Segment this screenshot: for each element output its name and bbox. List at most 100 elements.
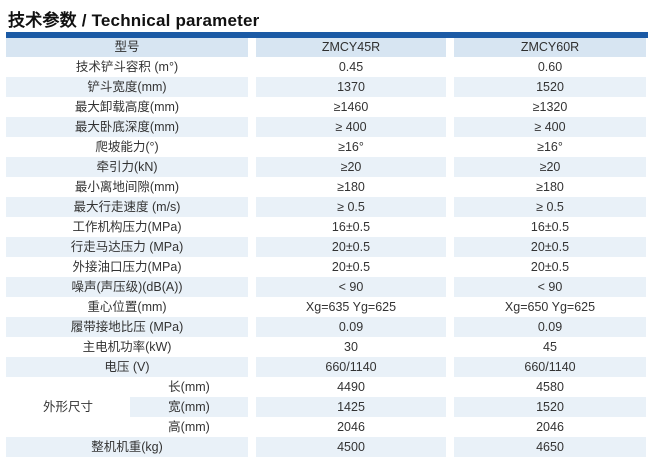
row-value-zmcy45r: 20±0.5 <box>331 260 371 274</box>
row-value-zmcy45r: < 90 <box>256 277 446 297</box>
row-value-zmcy60r: ≥ 400 <box>454 117 646 137</box>
table-row-total-weight: 整机机重(kg) 4500 4650 <box>6 437 648 457</box>
table-row: 行走马达压力 (MPa) 20±0.5 20±0.5 <box>6 237 648 257</box>
column-gap <box>446 177 454 197</box>
column-gap <box>248 337 256 357</box>
column-gap <box>446 157 454 177</box>
row-value-zmcy60r: 0.09 <box>454 317 646 337</box>
row-value-zmcy45r: ≥180 <box>337 180 365 194</box>
column-gap <box>248 77 256 97</box>
row-label: 电压 (V) <box>6 357 248 377</box>
column-gap <box>446 97 454 117</box>
column-gap <box>248 197 256 217</box>
column-gap <box>248 417 256 437</box>
dimensions-group-label: 外形尺寸 <box>6 377 130 437</box>
table-row: 牵引力(kN) ≥20 ≥20 <box>6 157 648 177</box>
row-value-zmcy45r: 20±0.5 <box>256 237 446 257</box>
row-label: 噪声(声压级)(dB(A)) <box>6 277 248 297</box>
row-label: 工作机构压力(MPa) <box>72 220 182 234</box>
column-gap <box>248 117 256 137</box>
dimensions-group: 外形尺寸 长(mm) 4490 4580 宽(mm) 1425 1520 高(m… <box>6 377 648 437</box>
row-value-zmcy45r: 660/1140 <box>256 357 446 377</box>
technical-parameter-table: 型号 ZMCY45R ZMCY60R 技术铲斗容积 (m°) 0.45 0.60… <box>6 32 648 457</box>
column-gap <box>446 337 454 357</box>
table-row: 技术铲斗容积 (m°) 0.45 0.60 <box>6 57 648 77</box>
row-value-zmcy45r: ≥16° <box>338 140 364 154</box>
row-label: 铲斗宽度(mm) <box>6 77 248 97</box>
column-gap <box>446 197 454 217</box>
row-value-zmcy60r: 4650 <box>454 437 646 457</box>
column-gap <box>248 97 256 117</box>
table-row: 爬坡能力(°) ≥16° ≥16° <box>6 137 648 157</box>
column-gap <box>248 257 256 277</box>
column-gap <box>446 437 454 457</box>
header-model-zmcy45r: ZMCY45R <box>256 38 446 57</box>
row-label: 牵引力(kN) <box>6 157 248 177</box>
column-gap <box>446 77 454 97</box>
row-value-zmcy60r: 16±0.5 <box>530 220 570 234</box>
column-gap <box>248 437 256 457</box>
column-gap <box>248 277 256 297</box>
column-gap <box>446 417 454 437</box>
row-value-zmcy60r: 20±0.5 <box>454 237 646 257</box>
row-value-zmcy45r: ≥1460 <box>333 100 369 114</box>
header-model-zmcy60r: ZMCY60R <box>454 38 646 57</box>
row-value-zmcy45r: Xg=635 Yg=625 <box>305 300 397 314</box>
column-gap <box>248 317 256 337</box>
row-value-zmcy60r: 1520 <box>454 77 646 97</box>
row-label: 重心位置(mm) <box>87 300 167 314</box>
column-gap <box>446 297 454 317</box>
row-value-zmcy45r: 0.45 <box>338 60 364 74</box>
table-row: 电压 (V) 660/1140 660/1140 <box>6 357 648 377</box>
column-gap <box>446 277 454 297</box>
table-header-row: 型号 ZMCY45R ZMCY60R <box>6 38 648 57</box>
table-row: 履带接地比压 (MPa) 0.09 0.09 <box>6 317 648 337</box>
row-label: 最小离地间隙(mm) <box>74 180 180 194</box>
row-label: 外接油口压力(MPa) <box>72 260 182 274</box>
table-row: 最大卧底深度(mm) ≥ 400 ≥ 400 <box>6 117 648 137</box>
column-gap <box>446 117 454 137</box>
header-model-label: 型号 <box>6 38 248 57</box>
row-value-zmcy60r: ≥180 <box>536 180 564 194</box>
dim-row-value-zmcy45r: 2046 <box>337 420 365 434</box>
column-gap <box>248 137 256 157</box>
column-gap <box>248 357 256 377</box>
dim-row-value-zmcy60r: 2046 <box>536 420 564 434</box>
row-value-zmcy45r: 1370 <box>256 77 446 97</box>
row-label: 行走马达压力 (MPa) <box>6 237 248 257</box>
row-value-zmcy60r: 45 <box>543 340 557 354</box>
table-row: 最小离地间隙(mm) ≥180 ≥180 <box>6 177 648 197</box>
row-value-zmcy45r: 0.09 <box>256 317 446 337</box>
column-gap <box>446 257 454 277</box>
row-value-zmcy60r: 20±0.5 <box>530 260 570 274</box>
table-row: 铲斗宽度(mm) 1370 1520 <box>6 77 648 97</box>
column-gap <box>248 297 256 317</box>
dim-row-value-zmcy45r: 4490 <box>337 380 365 394</box>
row-label: 技术铲斗容积 (m°) <box>75 60 179 74</box>
dim-row-label-height: 高(mm) <box>168 420 210 434</box>
row-label: 履带接地比压 (MPa) <box>6 317 248 337</box>
column-gap <box>446 137 454 157</box>
column-gap <box>446 57 454 77</box>
row-label: 主电机功率(kW) <box>82 340 172 354</box>
row-value-zmcy45r: 16±0.5 <box>331 220 371 234</box>
row-value-zmcy45r: 30 <box>344 340 358 354</box>
table-row: 最大卸载高度(mm) ≥1460 ≥1320 <box>6 97 648 117</box>
column-gap <box>248 157 256 177</box>
table-row: 工作机构压力(MPa) 16±0.5 16±0.5 <box>6 217 648 237</box>
table-row: 主电机功率(kW) 30 45 <box>6 337 648 357</box>
table-row: 重心位置(mm) Xg=635 Yg=625 Xg=650 Yg=625 <box>6 297 648 317</box>
row-value-zmcy60r: ≥ 0.5 <box>454 197 646 217</box>
row-value-zmcy60r: < 90 <box>454 277 646 297</box>
table-row: 外接油口压力(MPa) 20±0.5 20±0.5 <box>6 257 648 277</box>
row-value-zmcy45r: ≥ 0.5 <box>256 197 446 217</box>
column-gap <box>248 217 256 237</box>
page-title: 技术参数 / Technical parameter <box>8 11 260 30</box>
row-label: 整机机重(kg) <box>6 437 248 457</box>
row-value-zmcy45r: ≥ 400 <box>256 117 446 137</box>
dim-row-label-length: 长(mm) <box>168 380 210 394</box>
dim-row-label-width: 宽(mm) <box>130 397 248 417</box>
row-value-zmcy60r: ≥1320 <box>532 100 568 114</box>
column-gap <box>248 377 256 397</box>
